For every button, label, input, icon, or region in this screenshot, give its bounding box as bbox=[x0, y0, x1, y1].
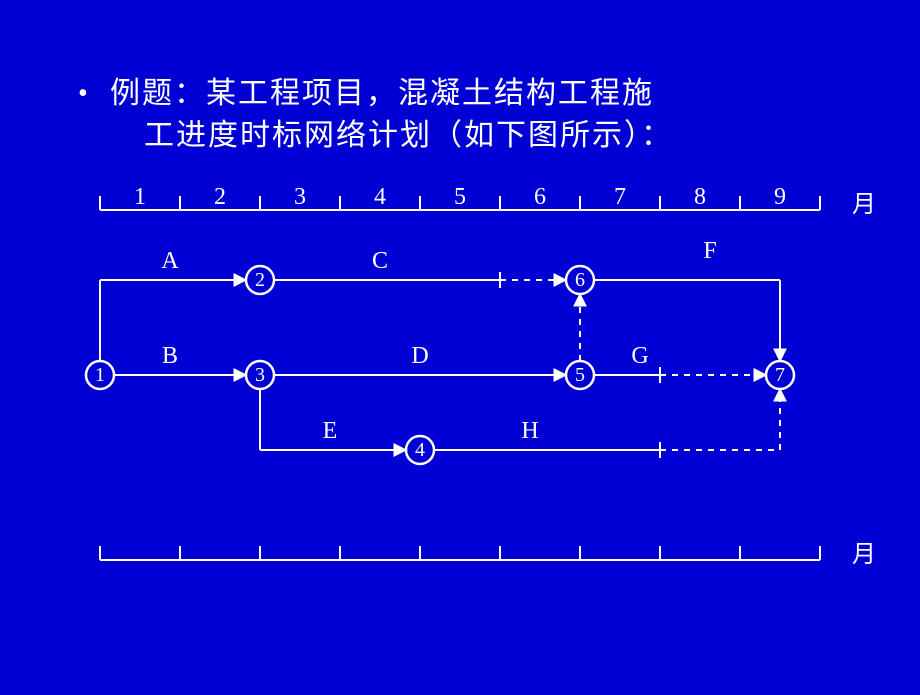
svg-text:6: 6 bbox=[534, 184, 546, 210]
svg-text:4: 4 bbox=[374, 184, 386, 210]
svg-text:D: D bbox=[411, 343, 428, 369]
svg-text:F: F bbox=[703, 238, 716, 264]
svg-text:1: 1 bbox=[95, 364, 105, 386]
svg-text:B: B bbox=[162, 343, 178, 369]
svg-text:C: C bbox=[372, 248, 388, 274]
svg-text:月: 月 bbox=[852, 192, 876, 218]
svg-text:2: 2 bbox=[214, 184, 226, 210]
svg-text:月: 月 bbox=[852, 542, 876, 568]
svg-text:E: E bbox=[323, 418, 338, 444]
svg-text:2: 2 bbox=[255, 269, 265, 291]
svg-text:8: 8 bbox=[694, 184, 706, 210]
svg-text:A: A bbox=[161, 248, 179, 274]
svg-text:9: 9 bbox=[774, 184, 786, 210]
svg-text:G: G bbox=[631, 343, 648, 369]
svg-text:6: 6 bbox=[575, 269, 585, 291]
svg-text:3: 3 bbox=[294, 184, 306, 210]
svg-text:5: 5 bbox=[575, 364, 585, 386]
svg-text:H: H bbox=[521, 418, 538, 444]
svg-text:7: 7 bbox=[614, 184, 626, 210]
svg-text:1: 1 bbox=[134, 184, 146, 210]
svg-text:5: 5 bbox=[454, 184, 466, 210]
svg-text:7: 7 bbox=[775, 364, 785, 386]
svg-text:4: 4 bbox=[415, 439, 425, 461]
network-diagram: 123456789月月ABCDEFGH1234567 bbox=[0, 0, 920, 690]
svg-text:3: 3 bbox=[255, 364, 265, 386]
